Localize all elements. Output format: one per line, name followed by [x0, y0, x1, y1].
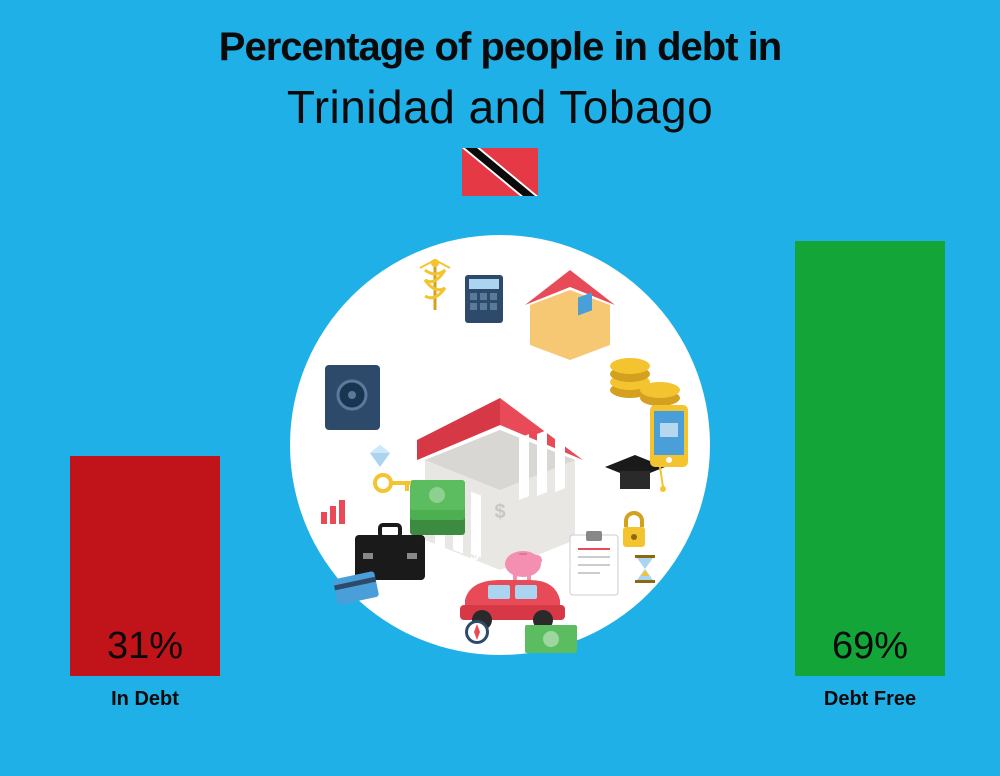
flag-trinidad-tobago: [462, 148, 538, 196]
svg-text:$: $: [494, 501, 505, 523]
bar-in-debt-value: 31%: [70, 625, 220, 668]
bar-debt-free-value: 69%: [795, 625, 945, 668]
svg-text:%: %: [585, 390, 605, 415]
bar-in-debt: 31%: [70, 456, 220, 676]
bar-debt-free: 69%: [795, 241, 945, 676]
svg-text:%: %: [385, 410, 405, 435]
svg-text:%: %: [430, 578, 448, 600]
svg-text:$: $: [470, 547, 479, 564]
svg-text:$: $: [560, 554, 570, 574]
finance-illustration: $: [270, 215, 730, 675]
bar-debt-free-label: Debt Free: [770, 688, 970, 711]
title-line-2: Trinidad and Tobago: [0, 80, 1000, 134]
title-line-1: Percentage of people in debt in: [0, 25, 1000, 70]
bar-in-debt-label: In Debt: [45, 688, 245, 711]
